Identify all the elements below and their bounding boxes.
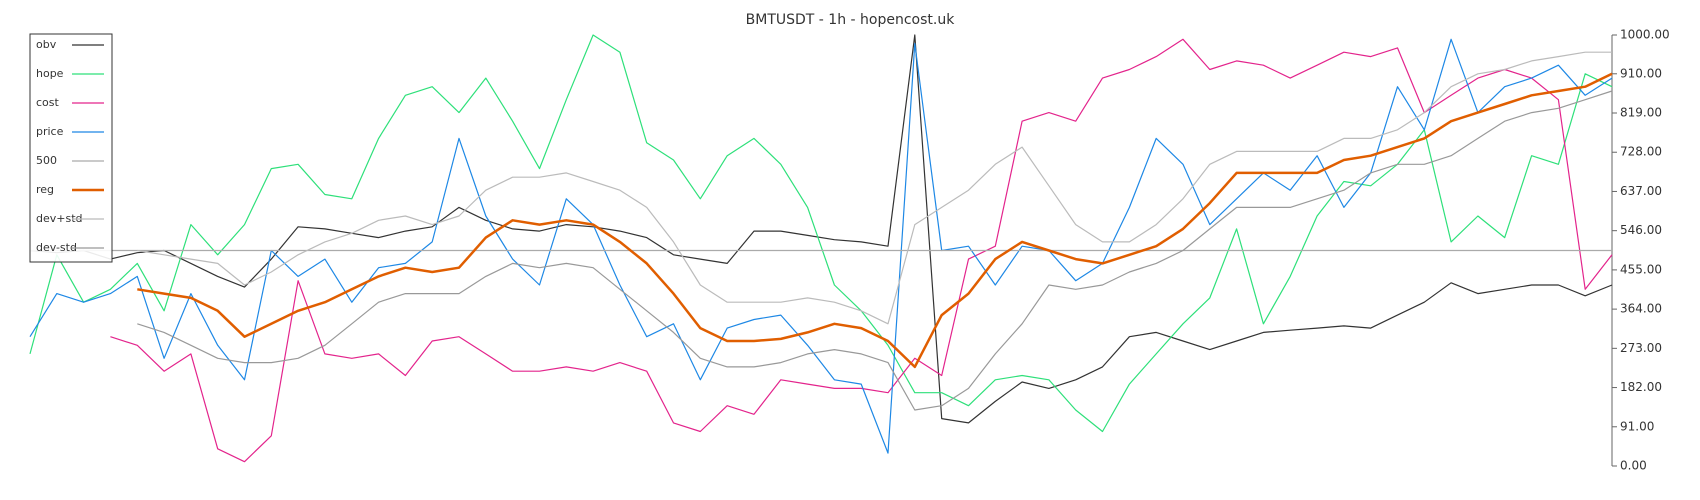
plot-area: 0.00 91.00 182.00 273.00 364.00 455.00 546.00 6… bbox=[29, 28, 1670, 473]
y-tick-label: 91.00 bbox=[1620, 419, 1654, 433]
y-tick-label: 455.00 bbox=[1620, 262, 1662, 276]
legend-label: reg bbox=[36, 183, 54, 196]
y-tick-label: 0.00 bbox=[1620, 459, 1647, 473]
legend-label: dev-std bbox=[36, 241, 77, 254]
y-tick-label: 910.00 bbox=[1620, 66, 1662, 80]
y-tick-label: 182.00 bbox=[1620, 380, 1662, 394]
legend-label: dev+std bbox=[36, 212, 83, 225]
legend-label: hope bbox=[36, 67, 64, 80]
series-line bbox=[137, 72, 1613, 369]
series-line bbox=[29, 34, 1613, 433]
series-line bbox=[137, 90, 1613, 411]
y-tick-label: 819.00 bbox=[1620, 106, 1662, 120]
legend-label: cost bbox=[36, 96, 60, 109]
series-line bbox=[137, 51, 1612, 325]
legend-label: 500 bbox=[36, 154, 57, 167]
chart-title: BMTUSDT - 1h - hopencost.uk bbox=[746, 12, 956, 28]
series-line bbox=[29, 38, 1613, 454]
y-tick-label: 637.00 bbox=[1620, 184, 1662, 198]
legend-label: obv bbox=[36, 38, 57, 51]
y-tick-label: 546.00 bbox=[1620, 223, 1662, 237]
y-tick-label: 273.00 bbox=[1620, 341, 1662, 355]
series-line bbox=[110, 38, 1613, 463]
legend-label: price bbox=[36, 125, 64, 138]
y-tick-label: 728.00 bbox=[1620, 145, 1662, 159]
y-tick-label: 1000.00 bbox=[1620, 28, 1670, 42]
legend-box bbox=[29, 33, 113, 263]
series-line bbox=[29, 34, 1613, 424]
y-tick-label: 364.00 bbox=[1620, 302, 1662, 316]
